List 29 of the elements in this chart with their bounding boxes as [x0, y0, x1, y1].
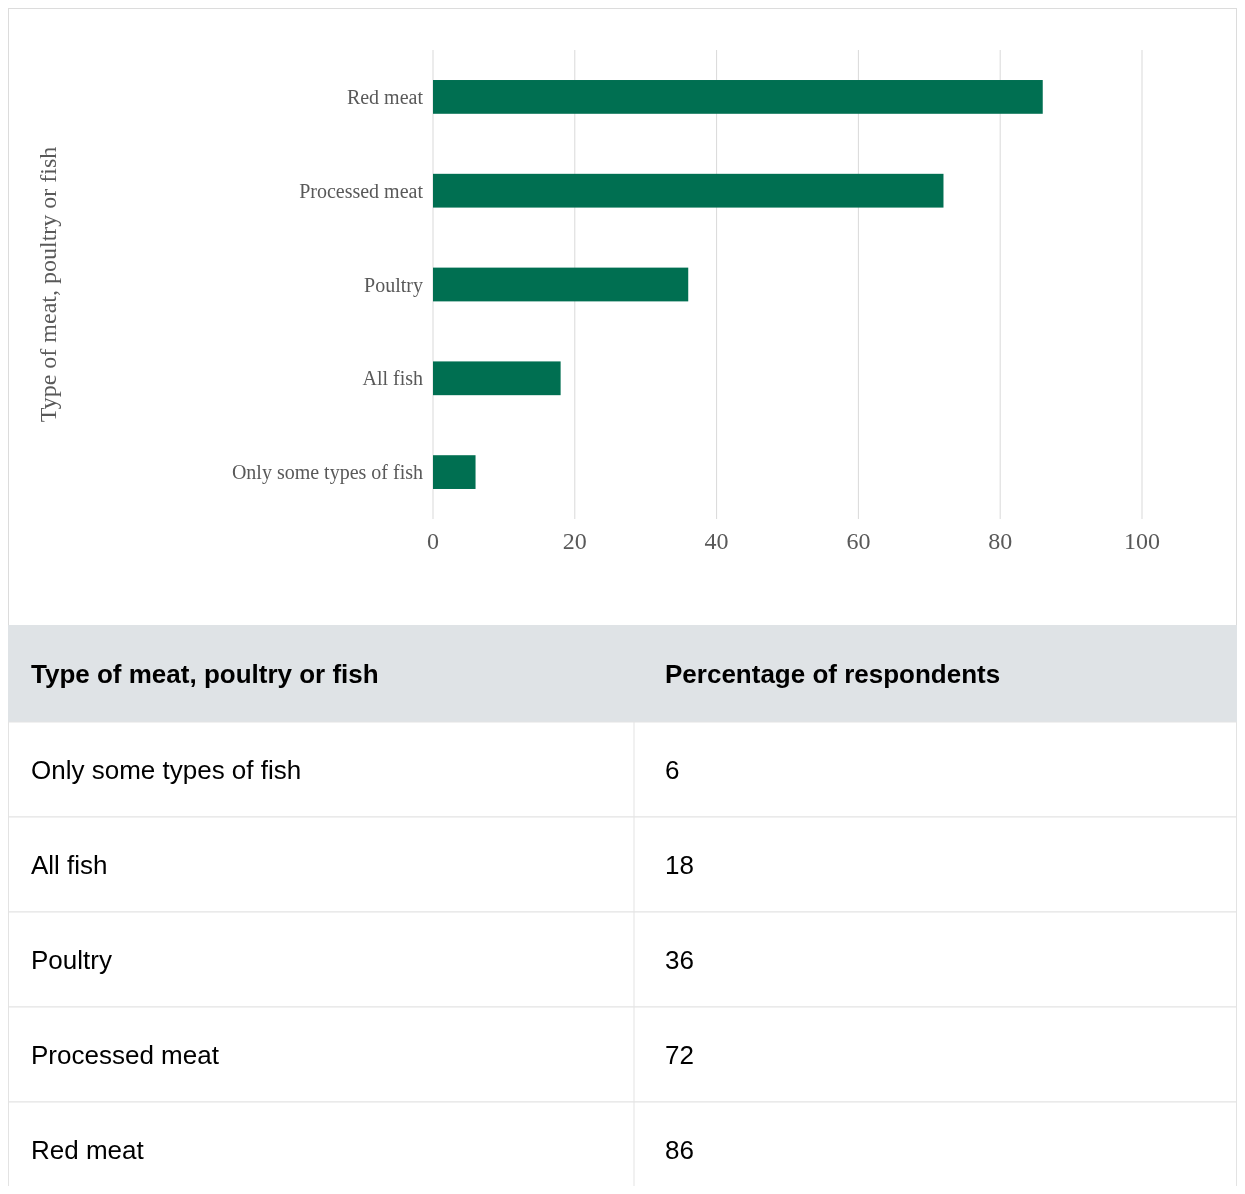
category-label: Poultry	[31, 944, 112, 975]
y-tick-label: All fish	[362, 367, 423, 390]
bar	[433, 267, 689, 302]
y-tick-label: Red meat	[346, 85, 424, 108]
data-label: 72	[665, 1039, 694, 1070]
y-tick-label: Processed meat	[299, 179, 424, 202]
category-label: Processed meat	[31, 1039, 220, 1070]
x-tick-label: 100	[1124, 528, 1160, 554]
bar	[433, 455, 476, 489]
text: Percentage of respondents	[665, 658, 1001, 689]
data-label: 18	[665, 849, 694, 880]
data-label: 36	[665, 944, 694, 975]
category-label: Red meat	[31, 1134, 145, 1165]
bar	[433, 361, 561, 396]
data-label: 86	[665, 1134, 694, 1165]
x-tick-label: 60	[846, 528, 871, 554]
x-tick-label: 0	[427, 528, 439, 554]
bar	[433, 80, 1043, 114]
y-tick-label: Only some types of fish	[231, 461, 423, 485]
category-label: Only some types of fish	[31, 754, 302, 785]
x-tick-label: 40	[704, 528, 729, 554]
category-label: All fish	[31, 849, 108, 880]
data-label: 6	[665, 754, 680, 785]
x-tick-label: 80	[988, 528, 1013, 554]
text: Type of meat, poultry or fish	[31, 658, 379, 689]
x-tick-label: 20	[562, 528, 587, 554]
bar	[433, 173, 944, 208]
y-tick-label: Poultry	[364, 273, 423, 297]
y-axis-title: Type of meat, poultry or fish	[35, 146, 61, 423]
